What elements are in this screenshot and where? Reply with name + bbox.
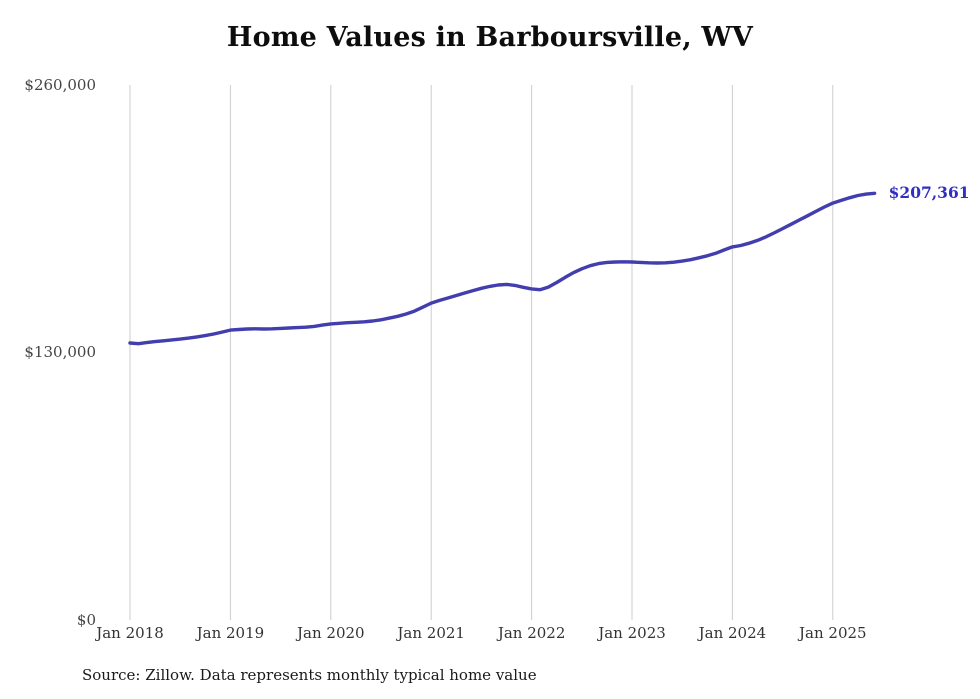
x-axis-tick-label: Jan 2024: [698, 624, 767, 642]
y-axis-tick-label: $130,000: [24, 343, 96, 361]
x-axis-tick-label: Jan 2018: [96, 624, 164, 642]
current-value-label: $207,361: [888, 183, 970, 203]
x-axis-tick-label: Jan 2020: [297, 624, 365, 642]
x-axis-tick-label: Jan 2023: [598, 624, 666, 642]
x-axis-tick-label: Jan 2025: [799, 624, 867, 642]
y-axis-tick-label: $0: [76, 611, 96, 629]
source-note: Source: Zillow. Data represents monthly …: [82, 666, 537, 684]
x-axis-tick-label: Jan 2021: [397, 624, 465, 642]
x-axis-tick-label: Jan 2022: [497, 624, 566, 642]
home-value-line: [128, 191, 877, 346]
x-axis-tick-label: Jan 2019: [196, 624, 265, 642]
chart-title: Home Values in Barboursville, WV: [226, 22, 754, 53]
y-axis-tick-label: $260,000: [24, 76, 96, 94]
